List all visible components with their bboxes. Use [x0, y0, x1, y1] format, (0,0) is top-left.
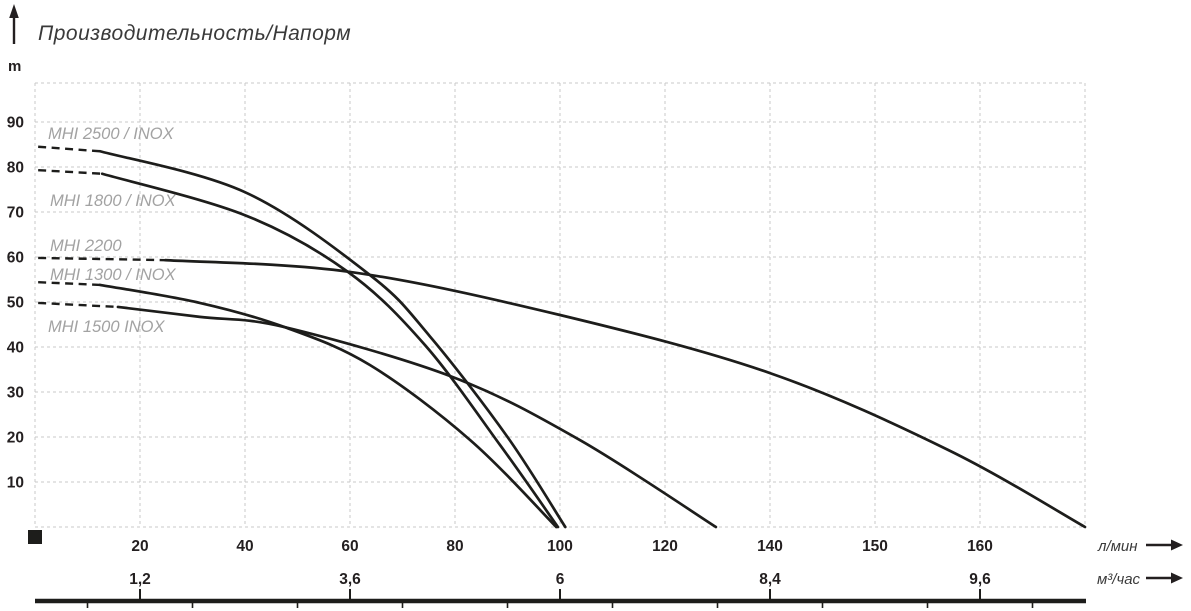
curve-label: MHI 1500 INOX — [48, 318, 165, 336]
x-tick-lpm: 40 — [236, 538, 253, 555]
curve-mhi-1500-inox — [116, 305, 718, 529]
y-tick-label: 50 — [7, 295, 24, 312]
x-tick-lpm: 150 — [862, 538, 888, 555]
y-tick-label: 20 — [7, 430, 24, 447]
x-tick-lpm: 80 — [446, 538, 463, 555]
curve-mhi-2200 — [163, 258, 1087, 529]
y-tick-label: 30 — [7, 385, 24, 402]
y-tick-label: 10 — [7, 475, 24, 492]
y-axis-ticks: 90 80 70 60 50 40 30 20 10 — [7, 115, 24, 492]
y-tick-label: 70 — [7, 205, 24, 222]
curve-label: MHI 1300 / INOX — [50, 266, 177, 284]
curve-labels: MHI 2500 / INOX MHI 1800 / INOX MHI 2200 MH… — [48, 125, 177, 336]
x-axis-unit-m3h: м³/час — [1097, 571, 1141, 588]
x-tick-m3h: 1,2 — [129, 571, 151, 588]
y-tick-label: 40 — [7, 340, 24, 357]
x-tick-lpm: 140 — [757, 538, 783, 555]
x-axis-lpm-ticks: 20 40 60 80 100 120 140 150 160 — [131, 538, 993, 555]
y-tick-label: 90 — [7, 115, 24, 132]
x-tick-m3h: 8,4 — [759, 571, 781, 588]
y-tick-label: 60 — [7, 250, 24, 267]
x-tick-lpm: 20 — [131, 538, 148, 555]
x-tick-m3h: 9,6 — [969, 571, 991, 588]
curve-dashed-mhi-1300-inox — [38, 281, 101, 287]
y-axis-unit: m — [8, 58, 21, 75]
x-tick-lpm: 100 — [547, 538, 573, 555]
curve-dashed-mhi-2200 — [38, 256, 166, 262]
x-tick-lpm: 60 — [341, 538, 358, 555]
bottom-scale-bar — [35, 589, 1086, 608]
curve-dashed-mhi-1500-inox — [38, 301, 119, 309]
x-axis-arrow-m3h-icon — [1146, 572, 1183, 584]
x-tick-m3h: 3,6 — [339, 571, 361, 588]
x-axis-m3h-ticks: 1,2 3,6 6 8,4 9,6 — [129, 571, 991, 588]
x-tick-m3h: 6 — [556, 571, 565, 588]
curve-mhi-1800-inox — [100, 172, 560, 529]
x-tick-lpm: 160 — [967, 538, 993, 555]
curve-dashed-mhi-2500-inox — [38, 145, 101, 153]
curve-mhi-2500-inox — [98, 149, 567, 529]
curve-label: MHI 2500 / INOX — [48, 125, 175, 143]
curve-label: MHI 2200 — [50, 237, 122, 255]
pump-curves — [38, 145, 1087, 529]
origin-marker — [28, 530, 42, 544]
curve-label: MHI 1800 / INOX — [50, 192, 177, 210]
y-axis-arrow-icon — [9, 4, 19, 44]
chart-title: Производительность/Напорм — [38, 22, 351, 45]
curve-mhi-1300-inox — [98, 283, 558, 529]
plot-grid — [34, 82, 1086, 528]
x-axis-arrow-lpm-icon — [1146, 539, 1183, 551]
x-tick-lpm: 120 — [652, 538, 678, 555]
curve-dashed-mhi-1800-inox — [38, 168, 103, 175]
y-tick-label: 80 — [7, 160, 24, 177]
x-axis-unit-lpm: л/мин — [1097, 538, 1138, 555]
